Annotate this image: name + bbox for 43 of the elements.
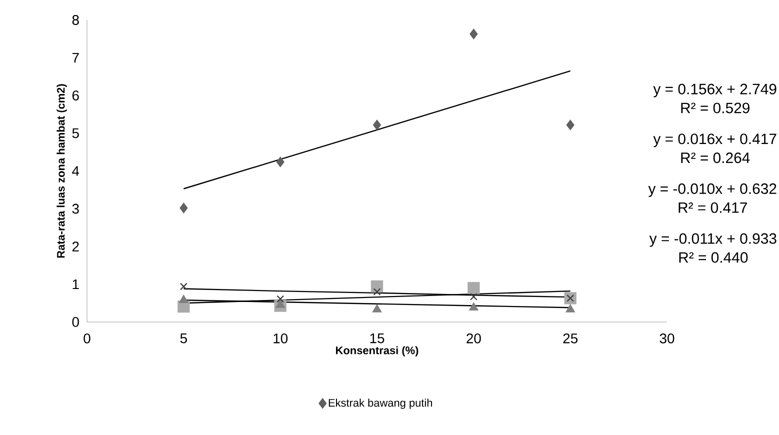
x-axis-title: Konsentrasi (%) xyxy=(336,346,418,356)
legend-label: Ekstrak bawang putih xyxy=(328,398,432,409)
x-tick-label: 10 xyxy=(274,333,288,344)
x-tick-label: 30 xyxy=(660,333,674,344)
point xyxy=(470,28,478,40)
annotation: y = -0.010x + 0.632 xyxy=(648,183,776,197)
annotation: y = 0.156x + 2.749 xyxy=(653,84,776,98)
x-tick-label: 25 xyxy=(563,333,578,344)
point xyxy=(372,304,382,312)
y-tick-label: 4 xyxy=(72,166,80,176)
point xyxy=(276,295,284,303)
y-tick-label: 2 xyxy=(72,242,79,252)
x-tick-label: 0 xyxy=(84,333,90,344)
text: R² = 0.264 xyxy=(681,152,750,164)
point xyxy=(373,120,381,130)
text: R² = 0.417 xyxy=(678,202,747,213)
y-tick-label: 3 xyxy=(72,204,79,214)
x-tick-label: 15 xyxy=(370,333,384,344)
point xyxy=(179,295,188,303)
text: R² = 0.529 xyxy=(681,102,750,114)
x-tick-label: 5 xyxy=(180,333,187,344)
y-tick-label: 5 xyxy=(72,128,79,138)
y-tick-label: 0 xyxy=(72,317,79,327)
point xyxy=(276,300,285,308)
point xyxy=(468,282,480,294)
y-axis-title: Rata-rata luas zona hambat (cm2) xyxy=(56,84,67,258)
y-tick-label: 7 xyxy=(72,52,79,63)
text: R² = 0.440 xyxy=(679,252,748,263)
point xyxy=(180,202,188,214)
point xyxy=(470,292,478,300)
y-tick-label: 8 xyxy=(72,15,79,25)
point xyxy=(566,294,574,302)
point xyxy=(373,288,381,296)
point xyxy=(276,156,284,168)
point xyxy=(469,302,478,310)
y-tick-label: 6 xyxy=(72,90,79,100)
y-tick-label: 1 xyxy=(72,279,79,290)
annotation: y = 0.016x + 0.417 xyxy=(653,134,776,148)
x-tick-label: 20 xyxy=(466,333,481,344)
annotation: y = -0.011x + 0.933 xyxy=(649,233,776,247)
point xyxy=(566,120,574,130)
point xyxy=(180,282,188,290)
point xyxy=(566,304,575,312)
